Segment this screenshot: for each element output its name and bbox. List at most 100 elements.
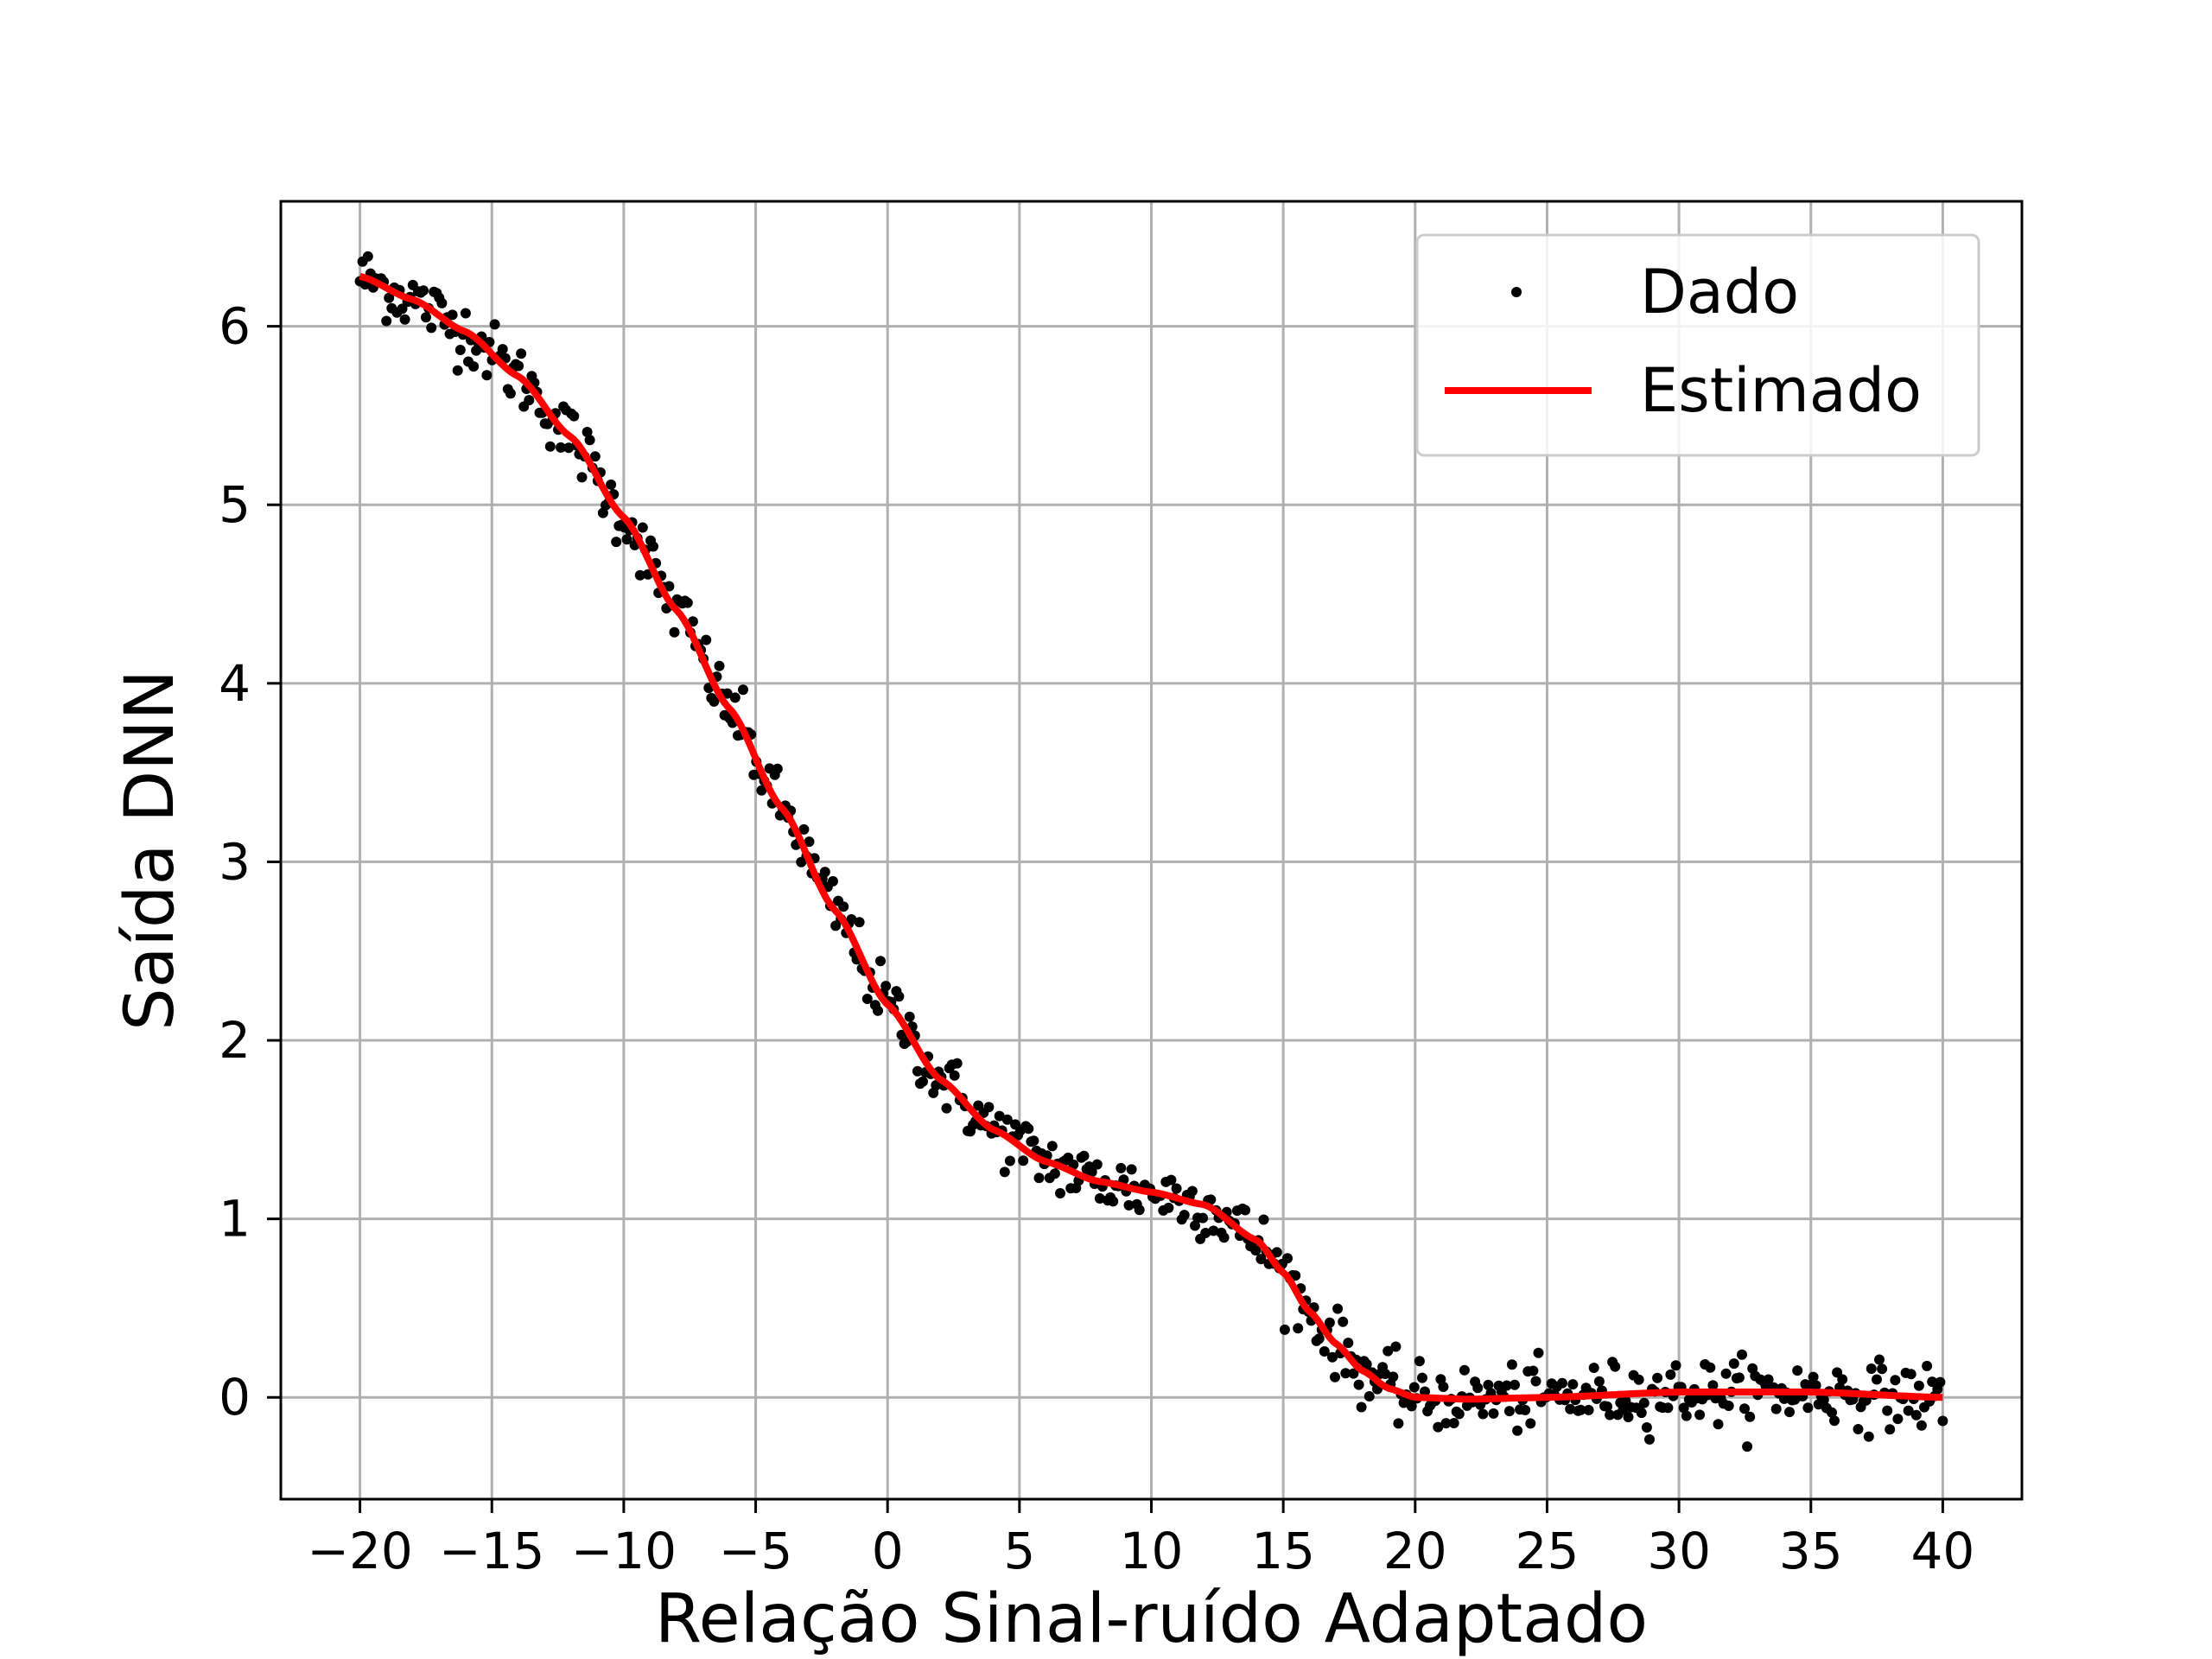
data-point bbox=[1808, 1371, 1819, 1382]
data-point bbox=[1638, 1397, 1649, 1408]
data-point bbox=[1802, 1402, 1814, 1414]
data-point bbox=[1618, 1404, 1629, 1415]
data-point bbox=[1440, 1418, 1452, 1429]
data-point bbox=[1728, 1358, 1739, 1370]
data-point bbox=[875, 956, 886, 967]
estimated-curve bbox=[359, 272, 1943, 1403]
y-axis-label: Saída DNN bbox=[111, 670, 189, 1031]
data-point bbox=[931, 1080, 942, 1090]
x-tick-label: 20 bbox=[1383, 1522, 1447, 1580]
data-point bbox=[1433, 1421, 1444, 1433]
data-point bbox=[1733, 1372, 1745, 1383]
data-point bbox=[1525, 1418, 1536, 1429]
data-point bbox=[994, 1110, 1005, 1122]
data-point bbox=[973, 1100, 984, 1111]
data-point bbox=[1380, 1369, 1391, 1379]
data-point bbox=[1935, 1376, 1946, 1388]
y-tick-label: 5 bbox=[219, 475, 251, 534]
data-point bbox=[1913, 1380, 1924, 1391]
data-point bbox=[949, 1070, 960, 1081]
data-point bbox=[1853, 1424, 1864, 1434]
data-point bbox=[1363, 1391, 1375, 1402]
data-point bbox=[1863, 1431, 1874, 1442]
data-point bbox=[1126, 1164, 1137, 1175]
data-point bbox=[1882, 1405, 1893, 1416]
data-point bbox=[1356, 1402, 1367, 1413]
data-point bbox=[1528, 1365, 1539, 1376]
data-point bbox=[576, 472, 588, 483]
data-point bbox=[912, 1065, 923, 1077]
data-point bbox=[1602, 1401, 1612, 1412]
data-point bbox=[1448, 1418, 1459, 1428]
data-point bbox=[1503, 1406, 1515, 1417]
x-axis-label: Relação Sinal-ruído Adaptado bbox=[655, 1580, 1648, 1658]
data-point bbox=[524, 395, 535, 406]
x-tick-label: 35 bbox=[1779, 1522, 1843, 1580]
data-point bbox=[854, 917, 865, 928]
data-point bbox=[1340, 1368, 1351, 1379]
data-point bbox=[1742, 1441, 1753, 1452]
data-point bbox=[1520, 1404, 1531, 1415]
legend-label-dado: Dado bbox=[1640, 257, 1799, 327]
data-point bbox=[1414, 1356, 1425, 1367]
data-point bbox=[1937, 1415, 1948, 1427]
data-point bbox=[1488, 1408, 1499, 1419]
data-point bbox=[1382, 1345, 1394, 1357]
data-point bbox=[1324, 1317, 1335, 1328]
data-point bbox=[1510, 1379, 1520, 1390]
y-axis-ticks: 0 1 2 3 4 5 6 bbox=[219, 297, 281, 1427]
y-tick-label: 0 bbox=[219, 1368, 251, 1427]
data-point bbox=[1250, 1245, 1262, 1256]
x-tick-label: −20 bbox=[307, 1522, 412, 1580]
data-point bbox=[1330, 1371, 1340, 1382]
data-point bbox=[1575, 1404, 1586, 1415]
legend: Dado Estimado bbox=[1415, 233, 1980, 457]
y-tick-label: 1 bbox=[219, 1190, 251, 1249]
x-axis-ticks: −20 −15 −10 −5 0 5 10 15 20 25 30 35 40 bbox=[307, 1499, 1974, 1580]
data-point bbox=[846, 914, 857, 925]
data-point bbox=[1557, 1377, 1567, 1389]
data-point bbox=[362, 251, 373, 262]
data-point bbox=[397, 303, 408, 315]
data-point bbox=[637, 522, 648, 533]
data-point bbox=[1388, 1371, 1399, 1382]
x-tick-label: 0 bbox=[872, 1522, 904, 1580]
data-point bbox=[1605, 1409, 1616, 1421]
data-point bbox=[399, 314, 410, 325]
data-point bbox=[804, 836, 815, 848]
data-point bbox=[1892, 1414, 1904, 1425]
data-point bbox=[1565, 1403, 1576, 1414]
data-point bbox=[1739, 1403, 1750, 1414]
data-point bbox=[1872, 1374, 1882, 1385]
data-point bbox=[1737, 1349, 1747, 1360]
data-point bbox=[1792, 1365, 1803, 1376]
data-point bbox=[1583, 1404, 1594, 1415]
data-point bbox=[838, 901, 849, 912]
data-point bbox=[701, 634, 712, 645]
data-point bbox=[1198, 1212, 1209, 1224]
data-point bbox=[1829, 1415, 1840, 1427]
data-point bbox=[880, 981, 892, 992]
data-point bbox=[589, 451, 601, 462]
data-point bbox=[714, 660, 725, 671]
data-point bbox=[1417, 1372, 1427, 1383]
data-point bbox=[918, 1076, 928, 1087]
data-point bbox=[798, 823, 810, 835]
data-point bbox=[1190, 1220, 1200, 1231]
data-point bbox=[1208, 1225, 1219, 1236]
data-point bbox=[606, 479, 617, 490]
data-point bbox=[569, 410, 580, 422]
data-point bbox=[1166, 1174, 1177, 1185]
data-point bbox=[1763, 1374, 1774, 1385]
data-point bbox=[1004, 1155, 1015, 1166]
data-point bbox=[1279, 1324, 1290, 1335]
y-tick-label: 2 bbox=[219, 1011, 251, 1070]
data-point bbox=[1282, 1253, 1293, 1264]
data-point bbox=[1134, 1205, 1145, 1216]
data-point bbox=[1179, 1210, 1190, 1221]
data-point bbox=[505, 388, 516, 399]
data-point bbox=[1593, 1376, 1605, 1387]
data-point bbox=[1860, 1395, 1872, 1406]
data-point bbox=[516, 348, 527, 359]
